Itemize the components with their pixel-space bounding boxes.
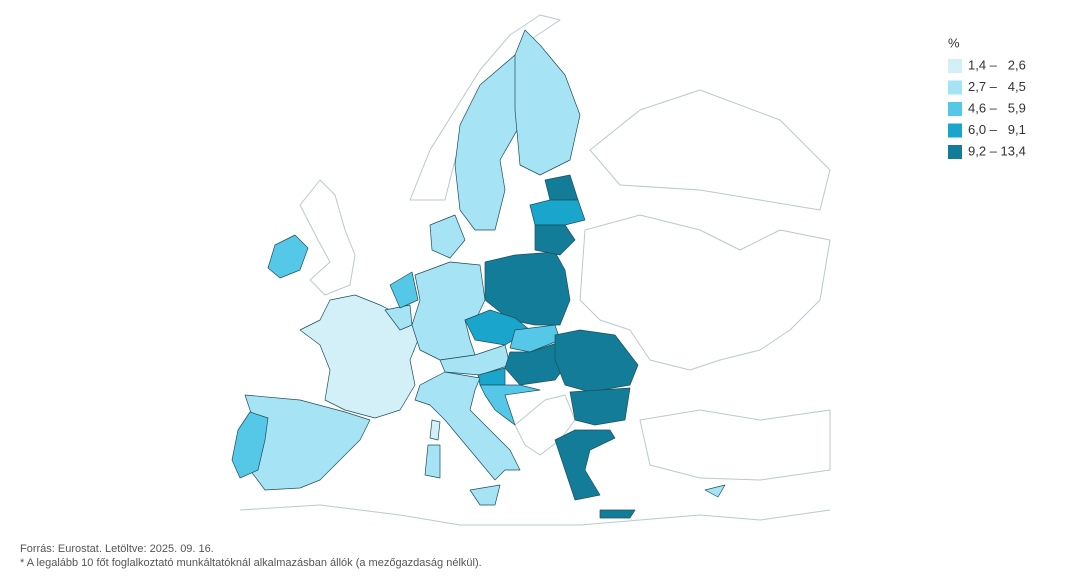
country	[414, 371, 521, 481]
country	[411, 261, 486, 361]
country	[554, 329, 639, 393]
countries	[231, 29, 726, 519]
outline	[639, 409, 831, 481]
legend: % 1,4 – 2,6 2,7 – 4,5 4,6 – 5,9 6,0 – 9,1 9,…	[948, 35, 1026, 159]
country	[424, 444, 441, 479]
country	[514, 29, 581, 176]
country	[429, 419, 441, 441]
background-outlines	[239, 14, 831, 526]
country	[429, 214, 466, 259]
country	[704, 484, 726, 498]
country	[479, 384, 541, 426]
legend-swatch	[948, 123, 962, 138]
country	[534, 224, 576, 256]
country	[599, 509, 636, 519]
country	[554, 429, 616, 501]
country	[569, 387, 631, 426]
footnote: * A legalább 10 főt foglalkoztató munkál…	[20, 557, 482, 569]
country	[267, 234, 309, 279]
country	[469, 484, 501, 506]
outline	[239, 504, 831, 526]
country	[484, 251, 571, 326]
legend-swatch	[948, 80, 962, 95]
outline	[589, 89, 831, 211]
legend-label: 1,4 – 2,6	[968, 57, 1026, 72]
country	[529, 199, 586, 226]
legend-title: %	[948, 35, 960, 50]
country	[454, 54, 526, 231]
outline	[299, 179, 356, 296]
outline	[409, 14, 561, 201]
legend-label: 9,2 – 13,4	[968, 143, 1026, 158]
source-note: Forrás: Eurostat. Letöltve: 2025. 09. 16…	[20, 543, 214, 555]
outline	[514, 394, 576, 456]
legend-swatch	[948, 102, 962, 116]
legend-swatch	[948, 145, 962, 159]
country	[231, 411, 269, 479]
country	[509, 324, 561, 353]
legend-swatch	[948, 59, 962, 73]
country	[544, 174, 579, 201]
legend-label: 6,0 – 9,1	[968, 122, 1026, 137]
legend-label: 4,6 – 5,9	[968, 100, 1026, 115]
country	[389, 271, 419, 309]
legend-label: 2,7 – 4,5	[968, 79, 1026, 94]
outline	[579, 214, 831, 371]
